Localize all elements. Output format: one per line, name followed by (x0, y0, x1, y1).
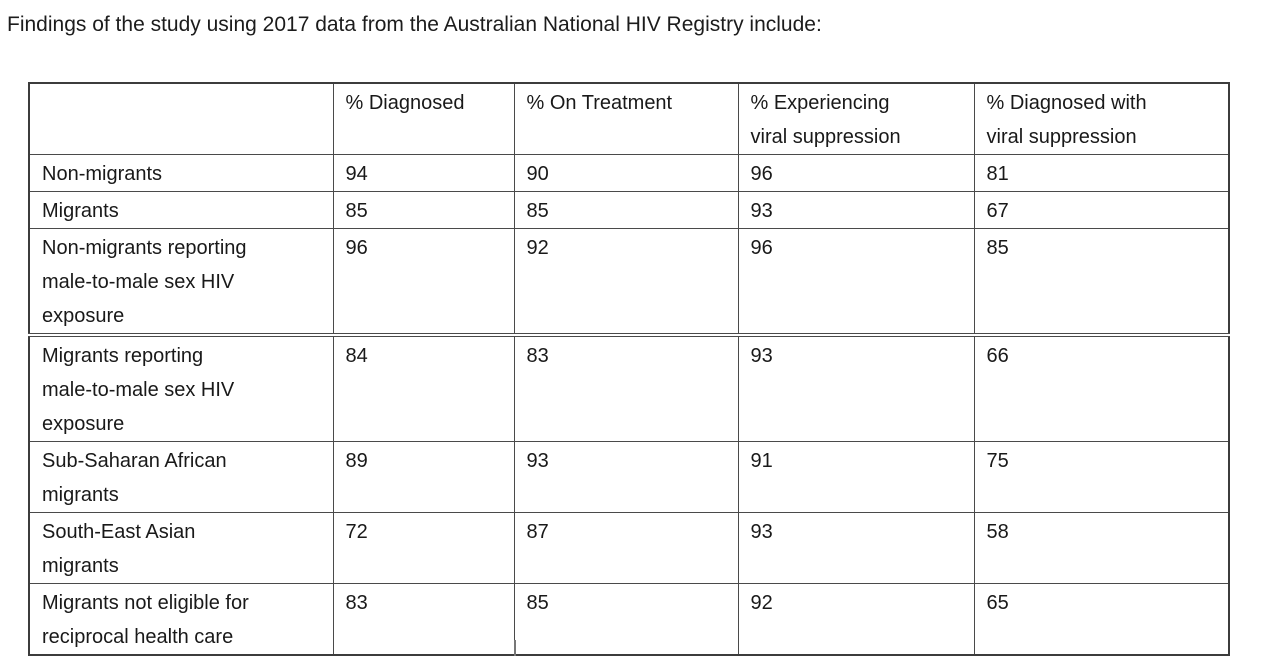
table-row: South-East Asian migrants 72 87 93 58 (28, 512, 1230, 584)
header-row: % Diagnosed % On Treatment % Experiencin… (28, 82, 1230, 155)
hiv-cascade-table: % Diagnosed % On Treatment % Experiencin… (28, 82, 1230, 656)
cell-pct-diagnosed-with-viral-suppression: 85 (973, 228, 1230, 337)
cell-pct-on-treatment: 93 (513, 441, 739, 513)
cell-pct-diagnosed-with-viral-suppression: 67 (973, 191, 1230, 229)
cell-pct-diagnosed: 72 (332, 512, 515, 584)
cell-pct-viral-suppression: 96 (737, 228, 975, 337)
table-row: Sub-Saharan African migrants 89 93 91 75 (28, 441, 1230, 513)
cell-pct-diagnosed: 96 (332, 228, 515, 337)
cell-pct-viral-suppression: 92 (737, 583, 975, 656)
header-pct-viral-suppression: % Experiencing viral suppression (737, 82, 975, 155)
intro-text: Findings of the study using 2017 data fr… (7, 13, 822, 36)
cell-pct-diagnosed: 85 (332, 191, 515, 229)
cell-pct-viral-suppression: 96 (737, 154, 975, 192)
cell-pct-on-treatment: 87 (513, 512, 739, 584)
cell-pct-viral-suppression: 93 (737, 191, 975, 229)
cell-pct-viral-suppression: 93 (737, 512, 975, 584)
cutoff-gridline (514, 640, 516, 656)
header-empty-cell (28, 82, 334, 155)
header-pct-diagnosed: % Diagnosed (332, 82, 515, 155)
cell-pct-diagnosed: 94 (332, 154, 515, 192)
cell-pct-on-treatment: 90 (513, 154, 739, 192)
cell-pct-diagnosed-with-viral-suppression: 65 (973, 583, 1230, 656)
cell-pct-diagnosed-with-viral-suppression: 75 (973, 441, 1230, 513)
row-label: Non-migrants reporting male-to-male sex … (28, 228, 334, 337)
cell-pct-viral-suppression: 91 (737, 441, 975, 513)
cell-pct-viral-suppression: 93 (737, 334, 975, 442)
table-row: Non-migrants reporting male-to-male sex … (28, 228, 1230, 337)
row-label: Migrants (28, 191, 334, 229)
table-row: Migrants not eligible for reciprocal hea… (28, 583, 1230, 656)
cell-pct-diagnosed-with-viral-suppression: 66 (973, 334, 1230, 442)
table-row: Migrants reporting male-to-male sex HIV … (28, 334, 1230, 442)
cell-pct-on-treatment: 92 (513, 228, 739, 337)
table-row: Non-migrants 94 90 96 81 (28, 154, 1230, 192)
cell-pct-diagnosed: 83 (332, 583, 515, 656)
cell-pct-diagnosed: 89 (332, 441, 515, 513)
cell-pct-diagnosed-with-viral-suppression: 81 (973, 154, 1230, 192)
row-label: Migrants not eligible for reciprocal hea… (28, 583, 334, 656)
row-label: South-East Asian migrants (28, 512, 334, 584)
header-pct-diagnosed-with-viral-suppression: % Diagnosed with viral suppression (973, 82, 1230, 155)
cell-pct-diagnosed-with-viral-suppression: 58 (973, 512, 1230, 584)
cell-pct-on-treatment: 85 (513, 583, 739, 656)
cell-pct-on-treatment: 85 (513, 191, 739, 229)
header-pct-on-treatment: % On Treatment (513, 82, 739, 155)
row-label: Migrants reporting male-to-male sex HIV … (28, 334, 334, 442)
cell-pct-diagnosed: 84 (332, 334, 515, 442)
table-row: Migrants 85 85 93 67 (28, 191, 1230, 229)
cell-pct-on-treatment: 83 (513, 334, 739, 442)
row-label: Non-migrants (28, 154, 334, 192)
row-label: Sub-Saharan African migrants (28, 441, 334, 513)
